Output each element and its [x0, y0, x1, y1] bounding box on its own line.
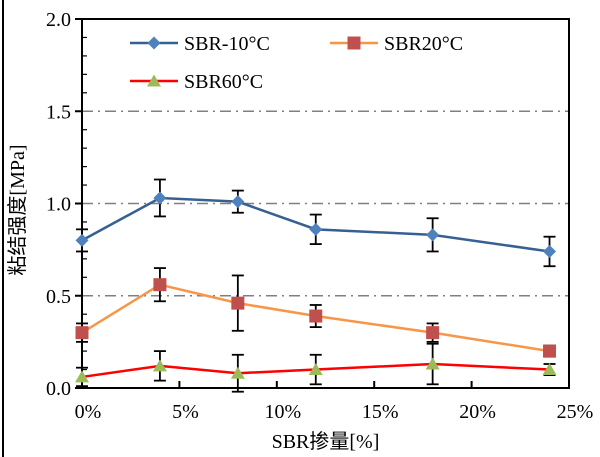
x-tick-label: 5%	[172, 401, 199, 423]
data-point-marker	[426, 326, 440, 340]
data-point-marker	[75, 370, 89, 383]
data-point-marker	[153, 191, 167, 205]
data-point-marker	[425, 357, 440, 370]
x-tick-label: 0%	[75, 401, 102, 423]
data-point-marker	[543, 344, 557, 358]
data-point-marker	[426, 228, 440, 242]
y-tick-label: 0.0	[46, 378, 71, 400]
y-axis-title: 粘结强度[MPa]	[7, 144, 29, 276]
legend-marker	[347, 36, 361, 50]
x-tick-label: 20%	[459, 401, 496, 423]
x-tick-label: 15%	[362, 401, 399, 423]
series-line	[81, 283, 550, 353]
figure-left-border	[2, 0, 4, 457]
data-point-marker	[309, 222, 323, 236]
data-point-marker	[75, 233, 89, 247]
data-point-marker	[542, 363, 557, 376]
data-point-marker	[543, 244, 557, 258]
data-point-marker	[153, 278, 167, 292]
x-tick-label: 25%	[557, 401, 594, 423]
data-point-marker	[152, 359, 167, 372]
data-point-marker	[230, 366, 245, 379]
legend-marker	[147, 74, 161, 87]
series-line	[81, 196, 550, 253]
data-point-marker	[231, 195, 245, 209]
data-point-marker	[75, 326, 89, 340]
data-point-marker	[231, 296, 245, 310]
series-line	[81, 362, 550, 379]
data-point-marker	[308, 363, 323, 376]
legend-label: SBR-10°C	[184, 33, 270, 55]
y-tick-label: 2.0	[46, 9, 71, 31]
legend-label: SBR60°C	[184, 71, 263, 93]
y-tick-label: 1.0	[46, 194, 71, 216]
x-axis-title: SBR掺量[%]	[271, 431, 380, 453]
x-tick-label: 10%	[264, 401, 301, 423]
y-tick-label: 1.5	[46, 101, 71, 123]
data-point-marker	[309, 309, 323, 323]
legend-label: SBR20°C	[384, 33, 463, 55]
legend-marker	[147, 36, 161, 50]
y-tick-label: 0.5	[46, 286, 71, 308]
